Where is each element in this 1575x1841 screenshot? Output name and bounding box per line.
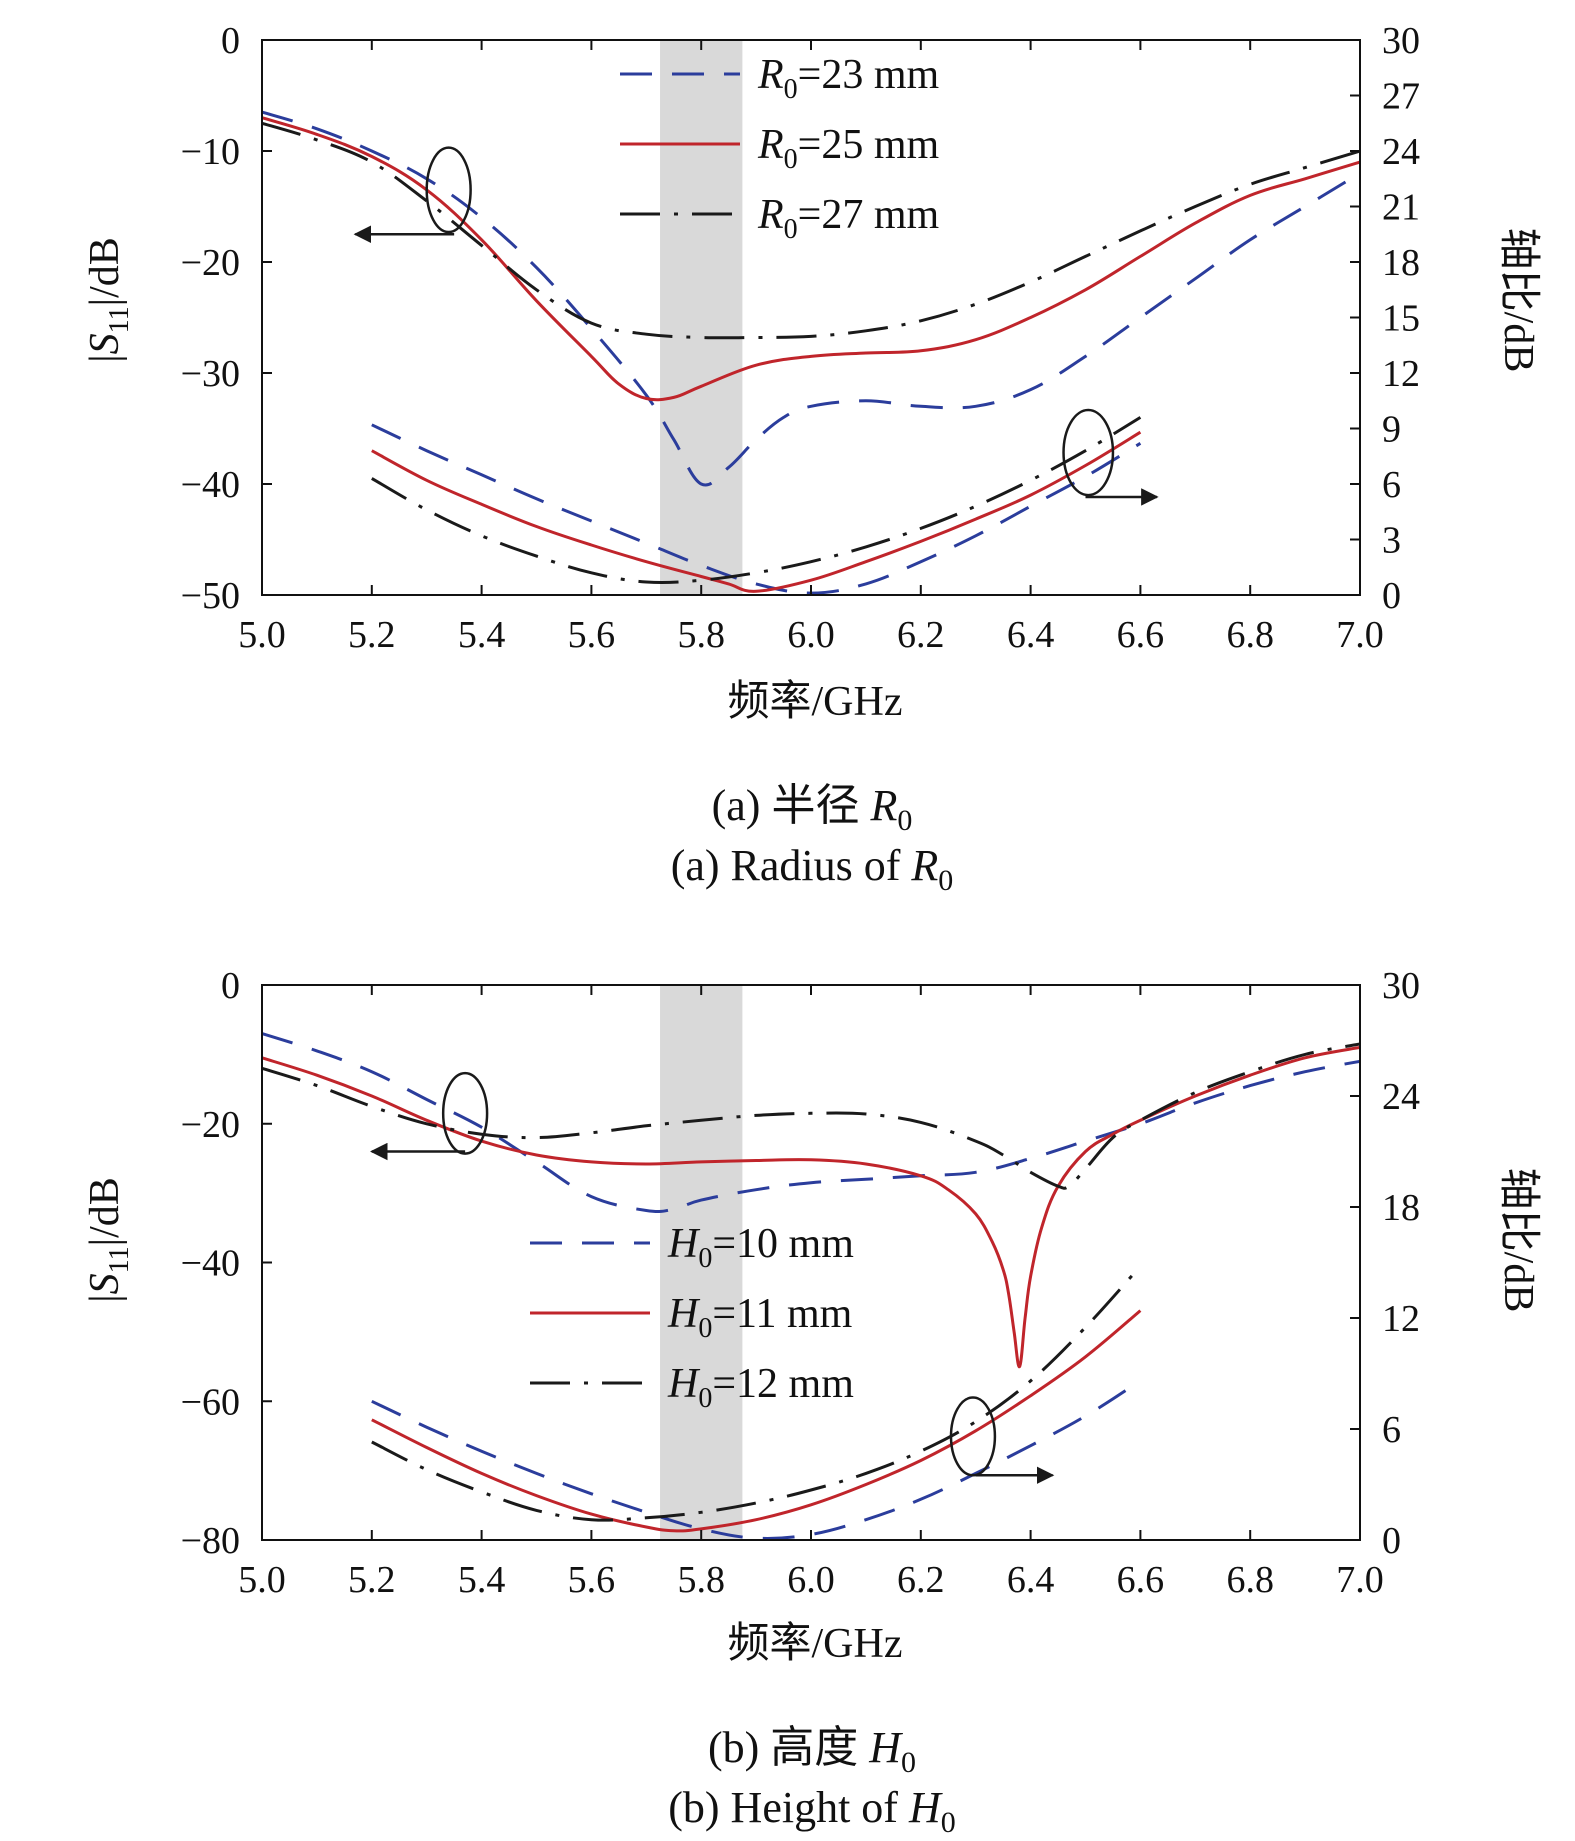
right-y-tick-label: 0 xyxy=(1382,575,1401,617)
right-y-tick-label: 6 xyxy=(1382,464,1401,506)
legend: H0=10 mm H0=11 mm H0=12 mm xyxy=(530,1221,854,1414)
x-tick-label: 6.0 xyxy=(787,614,835,656)
annotation-layer xyxy=(370,1071,1055,1484)
x-tick-label: 6.0 xyxy=(787,1559,835,1601)
legend-label: R0=27 mm xyxy=(757,192,940,245)
left-y-axis-label: |S11|/dB xyxy=(82,1177,135,1302)
right-y-tick-label: 24 xyxy=(1382,1076,1420,1118)
right-y-tick-label: 3 xyxy=(1382,520,1401,562)
shaded-frequency-band xyxy=(660,40,743,595)
x-tick-label: 5.6 xyxy=(568,614,616,656)
chart-panel-b: 5.0 5.2 5.4 5.6 5.8 6.0 6.2 6.4 6.6 6.8 7.00−20−40… xyxy=(82,965,1541,1839)
x-tick-label: 5.4 xyxy=(458,614,506,656)
x-tick-label: 6.2 xyxy=(897,1559,945,1601)
x-tick-label: 5.2 xyxy=(348,614,396,656)
caption-zh: (a) 半径 R0 xyxy=(712,781,913,837)
left-y-axis-label: |S11|/dB xyxy=(82,237,135,362)
x-tick-label: 5.4 xyxy=(458,1559,506,1601)
x-tick-label: 6.2 xyxy=(897,614,945,656)
x-tick-label: 5.0 xyxy=(238,1559,286,1601)
annotation-ellipse xyxy=(949,1396,997,1477)
right-y-tick-label: 6 xyxy=(1382,1409,1401,1451)
x-axis-label: 频率/GHz xyxy=(728,1620,903,1667)
annotation-ellipse xyxy=(425,146,472,234)
ticks-layer: 5.0 5.2 5.4 5.6 5.8 6.0 6.2 6.4 6.6 6.8 7.00−20−40… xyxy=(181,965,1420,1601)
series-black-dashdot-axial-ratio xyxy=(371,416,1142,585)
ticks-layer: 5.0 5.2 5.4 5.6 5.8 6.0 6.2 6.4 6.6 6.8 7.00−10−20… xyxy=(181,20,1420,656)
series-black-dashdot-s11 xyxy=(262,1042,1360,1190)
x-tick-label: 6.4 xyxy=(1007,1559,1055,1601)
left-y-tick-label: 0 xyxy=(221,20,240,62)
right-y-axis-label: 轴比/dB xyxy=(1495,228,1541,373)
x-tick-label: 5.8 xyxy=(677,1559,725,1601)
chart-panel-a: 5.0 5.2 5.4 5.6 5.8 6.0 6.2 6.4 6.6 6.8 7.00−10−20… xyxy=(82,20,1541,897)
right-y-tick-label: 12 xyxy=(1382,353,1420,395)
right-y-tick-label: 30 xyxy=(1382,20,1420,62)
left-y-tick-label: −60 xyxy=(181,1381,240,1423)
left-y-tick-label: −40 xyxy=(181,1243,240,1285)
series-layer xyxy=(262,1032,1360,1540)
right-y-tick-label: 12 xyxy=(1382,1298,1420,1340)
series-blue-dashed-s11 xyxy=(262,110,1360,487)
series-layer xyxy=(262,110,1360,595)
left-y-tick-label: 0 xyxy=(221,965,240,1007)
x-tick-label: 7.0 xyxy=(1336,614,1384,656)
annotation-ellipse xyxy=(1062,408,1115,497)
right-y-tick-label: 9 xyxy=(1382,409,1401,451)
series-blue-dashed-s11 xyxy=(262,1032,1360,1214)
x-tick-label: 5.2 xyxy=(348,1559,396,1601)
legend-label: H0=12 mm xyxy=(667,1361,854,1414)
legend-label: H0=10 mm xyxy=(667,1221,854,1274)
x-tick-label: 5.0 xyxy=(238,614,286,656)
shaded-frequency-band xyxy=(660,985,743,1540)
caption-zh: (b) 高度 H0 xyxy=(708,1723,916,1779)
left-y-tick-label: −20 xyxy=(181,242,240,284)
x-tick-label: 6.6 xyxy=(1117,614,1165,656)
left-y-tick-label: −40 xyxy=(181,464,240,506)
right-y-tick-label: 30 xyxy=(1382,965,1420,1007)
x-tick-label: 6.8 xyxy=(1226,1559,1274,1601)
legend-label: R0=25 mm xyxy=(757,122,940,175)
legend-label: R0=23 mm xyxy=(757,52,940,105)
right-y-tick-label: 24 xyxy=(1382,131,1420,173)
series-black-dashdot-axial-ratio xyxy=(371,1265,1142,1522)
x-tick-label: 6.4 xyxy=(1007,614,1055,656)
series-red-solid-axial-ratio xyxy=(371,430,1142,593)
annotation-ellipse xyxy=(441,1071,489,1155)
series-red-solid-axial-ratio xyxy=(371,1309,1142,1533)
right-y-tick-label: 18 xyxy=(1382,242,1420,284)
right-y-tick-label: 0 xyxy=(1382,1520,1401,1562)
annotation-layer xyxy=(353,146,1159,506)
caption-en: (a) Radius of R0 xyxy=(671,841,954,897)
x-tick-label: 6.8 xyxy=(1226,614,1274,656)
left-y-tick-label: −20 xyxy=(181,1104,240,1146)
left-y-tick-label: −10 xyxy=(181,131,240,173)
series-red-solid-s11 xyxy=(262,116,1360,402)
left-y-tick-label: −50 xyxy=(181,575,240,617)
right-y-tick-label: 21 xyxy=(1382,187,1420,229)
series-red-solid-s11 xyxy=(262,1045,1360,1369)
left-y-tick-label: −30 xyxy=(181,353,240,395)
x-tick-label: 5.8 xyxy=(677,614,725,656)
right-y-tick-label: 27 xyxy=(1382,76,1420,118)
right-y-tick-label: 18 xyxy=(1382,1187,1420,1229)
series-black-dashdot-s11 xyxy=(262,121,1360,340)
caption-en: (b) Height of H0 xyxy=(668,1783,956,1839)
left-y-tick-label: −80 xyxy=(181,1520,240,1562)
x-tick-label: 6.6 xyxy=(1117,1559,1165,1601)
right-y-tick-label: 15 xyxy=(1382,298,1420,340)
x-tick-label: 5.6 xyxy=(568,1559,616,1601)
series-blue-dashed-axial-ratio xyxy=(371,1379,1142,1540)
right-y-axis-label: 轴比/dB xyxy=(1495,1168,1541,1313)
series-blue-dashed-axial-ratio xyxy=(371,423,1142,595)
legend-label: H0=11 mm xyxy=(667,1291,853,1344)
x-tick-label: 7.0 xyxy=(1336,1559,1384,1601)
legend: R0=23 mm R0=25 mm R0=27 mm xyxy=(620,52,940,245)
x-axis-label: 频率/GHz xyxy=(728,678,903,725)
